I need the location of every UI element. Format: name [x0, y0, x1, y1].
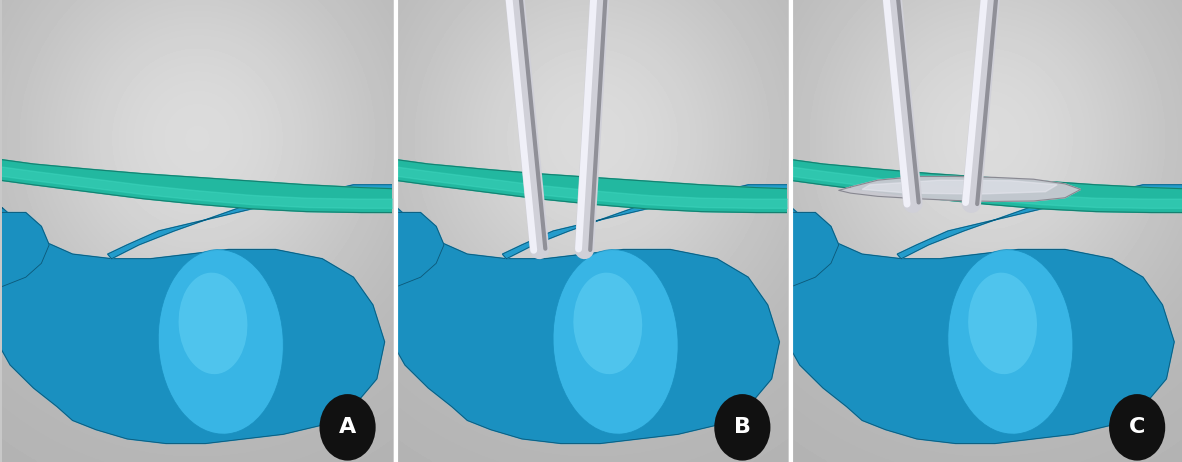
Ellipse shape	[968, 273, 1037, 374]
Ellipse shape	[948, 249, 1073, 434]
Ellipse shape	[573, 273, 642, 374]
Polygon shape	[366, 208, 779, 444]
Text: C: C	[1129, 417, 1145, 438]
Text: B: B	[734, 417, 751, 438]
Polygon shape	[897, 185, 1182, 259]
Polygon shape	[897, 185, 1182, 259]
Ellipse shape	[158, 249, 284, 434]
Circle shape	[1109, 394, 1165, 461]
Polygon shape	[761, 208, 1174, 444]
Polygon shape	[358, 213, 444, 286]
Polygon shape	[0, 213, 50, 286]
Polygon shape	[0, 208, 384, 444]
Polygon shape	[862, 180, 1057, 194]
Ellipse shape	[553, 249, 678, 434]
Polygon shape	[753, 213, 839, 286]
Polygon shape	[502, 185, 806, 259]
Polygon shape	[502, 185, 806, 259]
Text: A: A	[339, 417, 356, 438]
Polygon shape	[839, 176, 1080, 201]
Polygon shape	[108, 185, 413, 259]
Ellipse shape	[178, 273, 247, 374]
Circle shape	[319, 394, 376, 461]
Polygon shape	[0, 157, 413, 213]
Circle shape	[714, 394, 771, 461]
Polygon shape	[378, 157, 806, 213]
Polygon shape	[773, 157, 1182, 213]
Polygon shape	[108, 185, 413, 259]
